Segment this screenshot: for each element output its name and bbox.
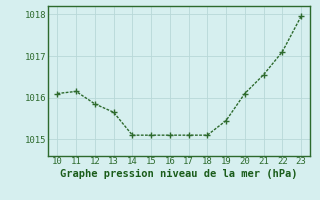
X-axis label: Graphe pression niveau de la mer (hPa): Graphe pression niveau de la mer (hPa) (60, 169, 298, 179)
